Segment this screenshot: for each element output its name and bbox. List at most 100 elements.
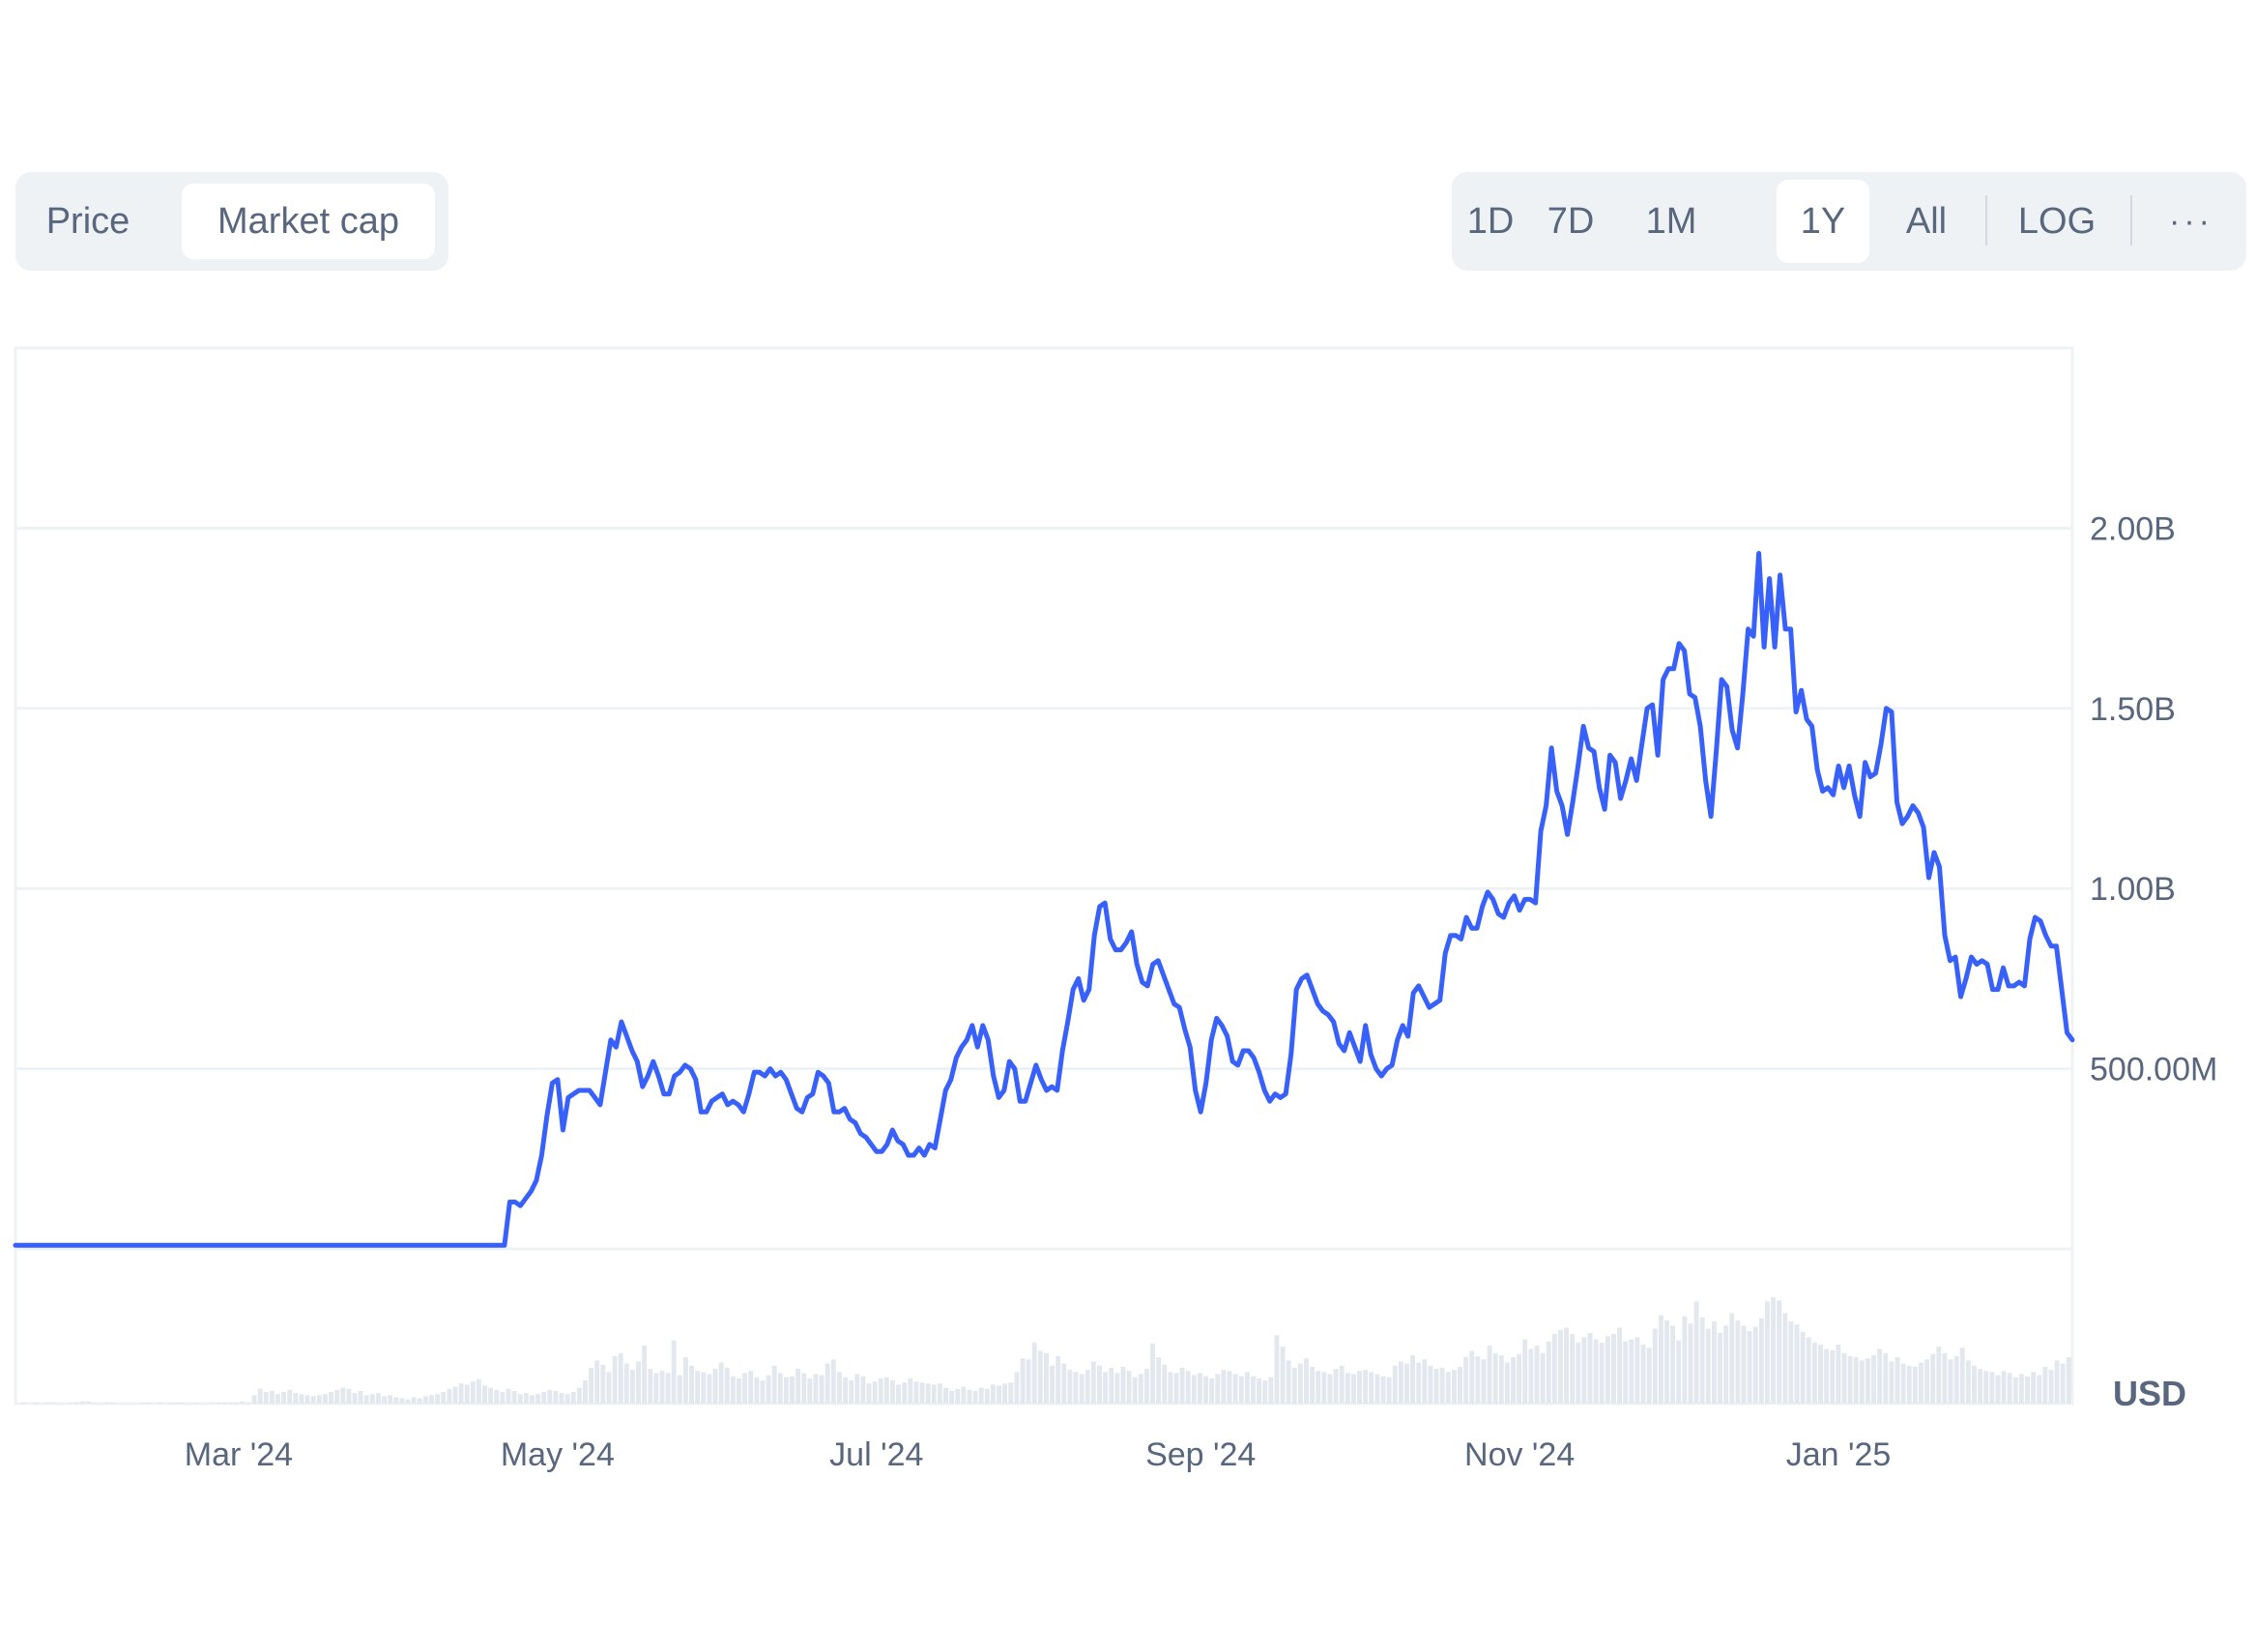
volume-bar [854,1374,860,1404]
volume-bar [1611,1334,1616,1404]
volume-bar [771,1365,777,1404]
volume-bar [1345,1373,1350,1404]
volume-bar [388,1395,393,1404]
volume-bar [1912,1366,1918,1404]
volume-bar [1458,1366,1462,1404]
volume-bar [1741,1325,1747,1404]
volume-bar [458,1383,464,1404]
volume-bar [849,1380,854,1404]
volume-bar [648,1369,653,1404]
volume-bar [334,1389,340,1404]
volume-bar [1540,1352,1546,1404]
range-1m-button[interactable]: 1M [1645,201,1697,242]
log-scale-button[interactable]: LOG [2017,201,2097,242]
volume-bar [1953,1355,1959,1404]
volume-bar [145,1402,151,1404]
volume-bar [1605,1336,1610,1404]
volume-bar [1587,1333,1593,1404]
volume-bar [1658,1315,1663,1404]
volume-bar [1014,1372,1020,1404]
volume-bar [1304,1358,1309,1404]
volume-bar [570,1392,576,1404]
range-1d-button[interactable]: 1D [1466,201,1515,242]
volume-bar [872,1381,878,1404]
volume-bar [2042,1366,2048,1404]
volume-bar [967,1389,972,1404]
volume-bar [488,1387,494,1404]
volume-bar [1959,1348,1965,1404]
volume-bar [955,1388,961,1404]
volume-bar [452,1386,458,1404]
range-toggle: 1D 7D 1M 1Y All LOG ··· [1452,172,2246,271]
volume-bar [1871,1354,1876,1404]
volume-bar [382,1396,388,1404]
volume-bar [429,1395,434,1404]
volume-bar [346,1388,352,1404]
volume-bar [689,1365,694,1404]
volume-bar [1900,1363,1906,1404]
range-1y-button[interactable]: 1Y [1777,180,1869,263]
volume-bar [1930,1353,1936,1404]
volume-bar [576,1387,582,1404]
y-tick-label: 2.00B [2090,510,2176,547]
volume-bar [1191,1375,1197,1404]
volume-bar [795,1369,801,1404]
volume-bar [636,1361,641,1404]
volume-bar [949,1390,955,1404]
volume-bar [210,1402,216,1404]
tab-market-cap[interactable]: Market cap [182,184,435,259]
volume-bar [1942,1352,1948,1404]
volume-bar [748,1371,754,1404]
volume-bar [642,1346,648,1404]
volume-bar [1469,1350,1475,1404]
volume-bar [1723,1325,1729,1404]
volume-bar [1877,1348,1883,1404]
volume-bar [1830,1349,1836,1404]
volume-bar [819,1375,824,1404]
volume-bar [665,1373,671,1404]
volume-bar [807,1377,813,1404]
volume-bar [1777,1300,1782,1404]
volume-bar [1735,1319,1741,1404]
volume-bar [74,1402,80,1404]
volume-bar [1327,1374,1333,1404]
volume-bar [1422,1359,1428,1404]
tab-price[interactable]: Price [45,201,130,242]
volume-bar [441,1392,447,1404]
volume-bar [623,1363,629,1404]
volume-bar [482,1385,487,1404]
volume-bar [2060,1363,2066,1404]
volume-bar [1179,1367,1185,1404]
volume-bar [1676,1340,1682,1404]
volume-bar [411,1397,417,1404]
volume-bar [369,1394,375,1404]
volume-bar [1386,1377,1392,1404]
volume-bar [559,1393,564,1404]
volume-bar [340,1387,346,1404]
volume-bar [2048,1370,2054,1404]
volume-bar [511,1390,517,1404]
range-7d-button[interactable]: 7D [1547,201,1595,242]
range-divider [2130,195,2132,246]
volume-bar [984,1388,990,1404]
volume-bar [701,1372,707,1404]
volume-bar [2018,1374,2024,1404]
volume-bar [824,1363,830,1404]
volume-bar [530,1395,535,1404]
volume-bar [1251,1376,1256,1404]
volume-bar [1031,1342,1037,1404]
volume-bar [1221,1370,1227,1404]
volume-bar [1238,1376,1244,1404]
volume-bar [541,1392,547,1404]
volume-bar [1280,1347,1286,1404]
range-all-button[interactable]: All [1905,201,1948,242]
volume-bar [1718,1333,1722,1404]
volume-bar [168,1402,174,1404]
volume-bar [1504,1362,1510,1404]
more-options-icon[interactable]: ··· [2169,203,2213,240]
volume-bar [405,1399,411,1404]
volume-bar [2007,1373,2012,1404]
volume-bar [707,1374,712,1404]
volume-bar [1682,1316,1688,1404]
volume-bar [50,1402,56,1404]
